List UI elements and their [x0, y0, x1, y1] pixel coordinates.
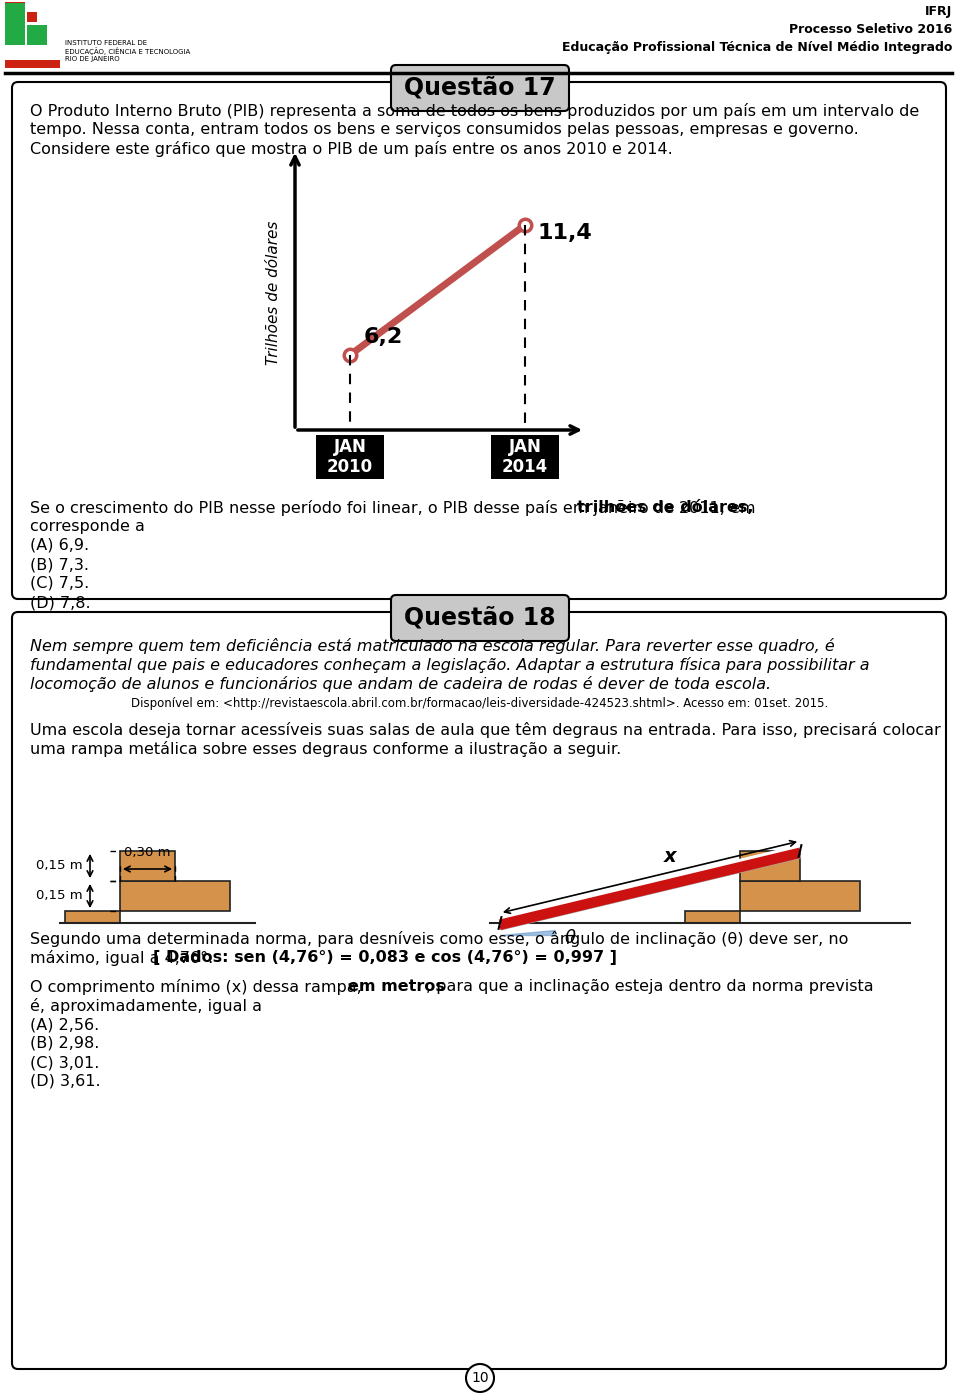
Text: máximo, igual a 4,76°.: máximo, igual a 4,76°. — [30, 950, 224, 965]
Text: O Produto Interno Bruto (PIB) representa a soma de todos os bens produzidos por : O Produto Interno Bruto (PIB) representa… — [30, 103, 920, 118]
Text: fundamental que pais e educadores conheçam a legislação. Adaptar a estrutura fís: fundamental que pais e educadores conheç… — [30, 657, 870, 673]
Text: (A) 6,9.: (A) 6,9. — [30, 538, 89, 553]
Text: locomoção de alunos e funcionários que andam de cadeira de rodas é dever de toda: locomoção de alunos e funcionários que a… — [30, 676, 771, 692]
Text: Nem sempre quem tem deficiência está matriculado na escola regular. Para reverte: Nem sempre quem tem deficiência está mat… — [30, 638, 835, 653]
Text: (C) 3,01.: (C) 3,01. — [30, 1055, 100, 1070]
Bar — [120, 880, 230, 911]
Bar — [27, 13, 37, 22]
FancyBboxPatch shape — [391, 65, 569, 111]
Text: θ: θ — [565, 929, 576, 947]
Bar — [5, 60, 60, 68]
Text: em metros: em metros — [348, 979, 444, 995]
Text: 0,15 m: 0,15 m — [36, 859, 83, 872]
Bar — [685, 911, 740, 924]
Text: Trilhões de dólares: Trilhões de dólares — [266, 220, 280, 365]
Bar — [5, 1, 25, 22]
FancyBboxPatch shape — [12, 82, 946, 599]
Text: Uma escola deseja tornar acessíveis suas salas de aula que têm degraus na entrad: Uma escola deseja tornar acessíveis suas… — [30, 722, 941, 738]
Text: (B) 2,98.: (B) 2,98. — [30, 1036, 100, 1050]
Text: é, aproximadamente, igual a: é, aproximadamente, igual a — [30, 997, 262, 1014]
Polygon shape — [500, 931, 555, 935]
Text: corresponde a: corresponde a — [30, 520, 145, 534]
Bar — [316, 435, 384, 479]
Text: 6,2: 6,2 — [364, 327, 403, 347]
Text: Questão 18: Questão 18 — [404, 606, 556, 630]
Text: Se o crescimento do PIB nesse período foi linear, o PIB desse país em janeiro de: Se o crescimento do PIB nesse período fo… — [30, 500, 760, 515]
Polygon shape — [500, 846, 800, 925]
Text: 10: 10 — [471, 1371, 489, 1385]
Text: 0,15 m: 0,15 m — [36, 890, 83, 903]
Text: (D) 7,8.: (D) 7,8. — [30, 595, 90, 610]
Text: x: x — [663, 847, 676, 866]
Bar — [491, 435, 559, 479]
Text: INSTITUTO FEDERAL DE
EDUCAÇÃO, CIÊNCIA E TECNOLOGIA
RIO DE JANEIRO: INSTITUTO FEDERAL DE EDUCAÇÃO, CIÊNCIA E… — [65, 40, 190, 63]
Bar — [65, 911, 120, 924]
FancyBboxPatch shape — [12, 612, 946, 1369]
Text: , para que a inclinação esteja dentro da norma prevista: , para que a inclinação esteja dentro da… — [426, 979, 874, 995]
Text: O comprimento mínimo (x) dessa rampa,: O comprimento mínimo (x) dessa rampa, — [30, 979, 367, 995]
Text: Segundo uma determinada norma, para desníveis como esse, o ângulo de inclinação : Segundo uma determinada norma, para desn… — [30, 931, 849, 947]
Text: (B) 7,3.: (B) 7,3. — [30, 557, 89, 573]
Circle shape — [466, 1364, 494, 1392]
Text: tempo. Nessa conta, entram todos os bens e serviços consumidos pelas pessoas, em: tempo. Nessa conta, entram todos os bens… — [30, 123, 859, 137]
Text: JAN
2014: JAN 2014 — [502, 437, 548, 476]
Bar — [740, 851, 800, 880]
Bar — [120, 851, 175, 880]
Text: (A) 2,56.: (A) 2,56. — [30, 1017, 99, 1032]
Bar — [740, 880, 860, 911]
Text: IFRJ
Processo Seletivo 2016
Educação Profissional Técnica de Nível Médio Integra: IFRJ Processo Seletivo 2016 Educação Pro… — [562, 6, 952, 54]
FancyBboxPatch shape — [391, 595, 569, 641]
Bar — [5, 3, 25, 45]
Text: Questão 17: Questão 17 — [404, 77, 556, 100]
Text: uma rampa metálica sobre esses degraus conforme a ilustração a seguir.: uma rampa metálica sobre esses degraus c… — [30, 741, 621, 756]
Text: [ Dados: sen (4,76°) = 0,083 e cos (4,76°) = 0,997 ]: [ Dados: sen (4,76°) = 0,083 e cos (4,76… — [153, 950, 617, 965]
Text: 0,30 m: 0,30 m — [124, 846, 170, 859]
Text: 11,4: 11,4 — [537, 223, 591, 242]
Text: (C) 7,5.: (C) 7,5. — [30, 575, 89, 591]
Text: Disponível em: <http://revistaescola.abril.com.br/formacao/leis-diversidade-4245: Disponível em: <http://revistaescola.abr… — [132, 696, 828, 710]
Text: JAN
2010: JAN 2010 — [327, 437, 373, 476]
Text: trilhões de dólares,: trilhões de dólares, — [577, 500, 754, 515]
Text: Considere este gráfico que mostra o PIB de um país entre os anos 2010 e 2014.: Considere este gráfico que mostra o PIB … — [30, 141, 673, 157]
Text: (D) 3,61.: (D) 3,61. — [30, 1074, 101, 1089]
Bar — [27, 25, 47, 45]
